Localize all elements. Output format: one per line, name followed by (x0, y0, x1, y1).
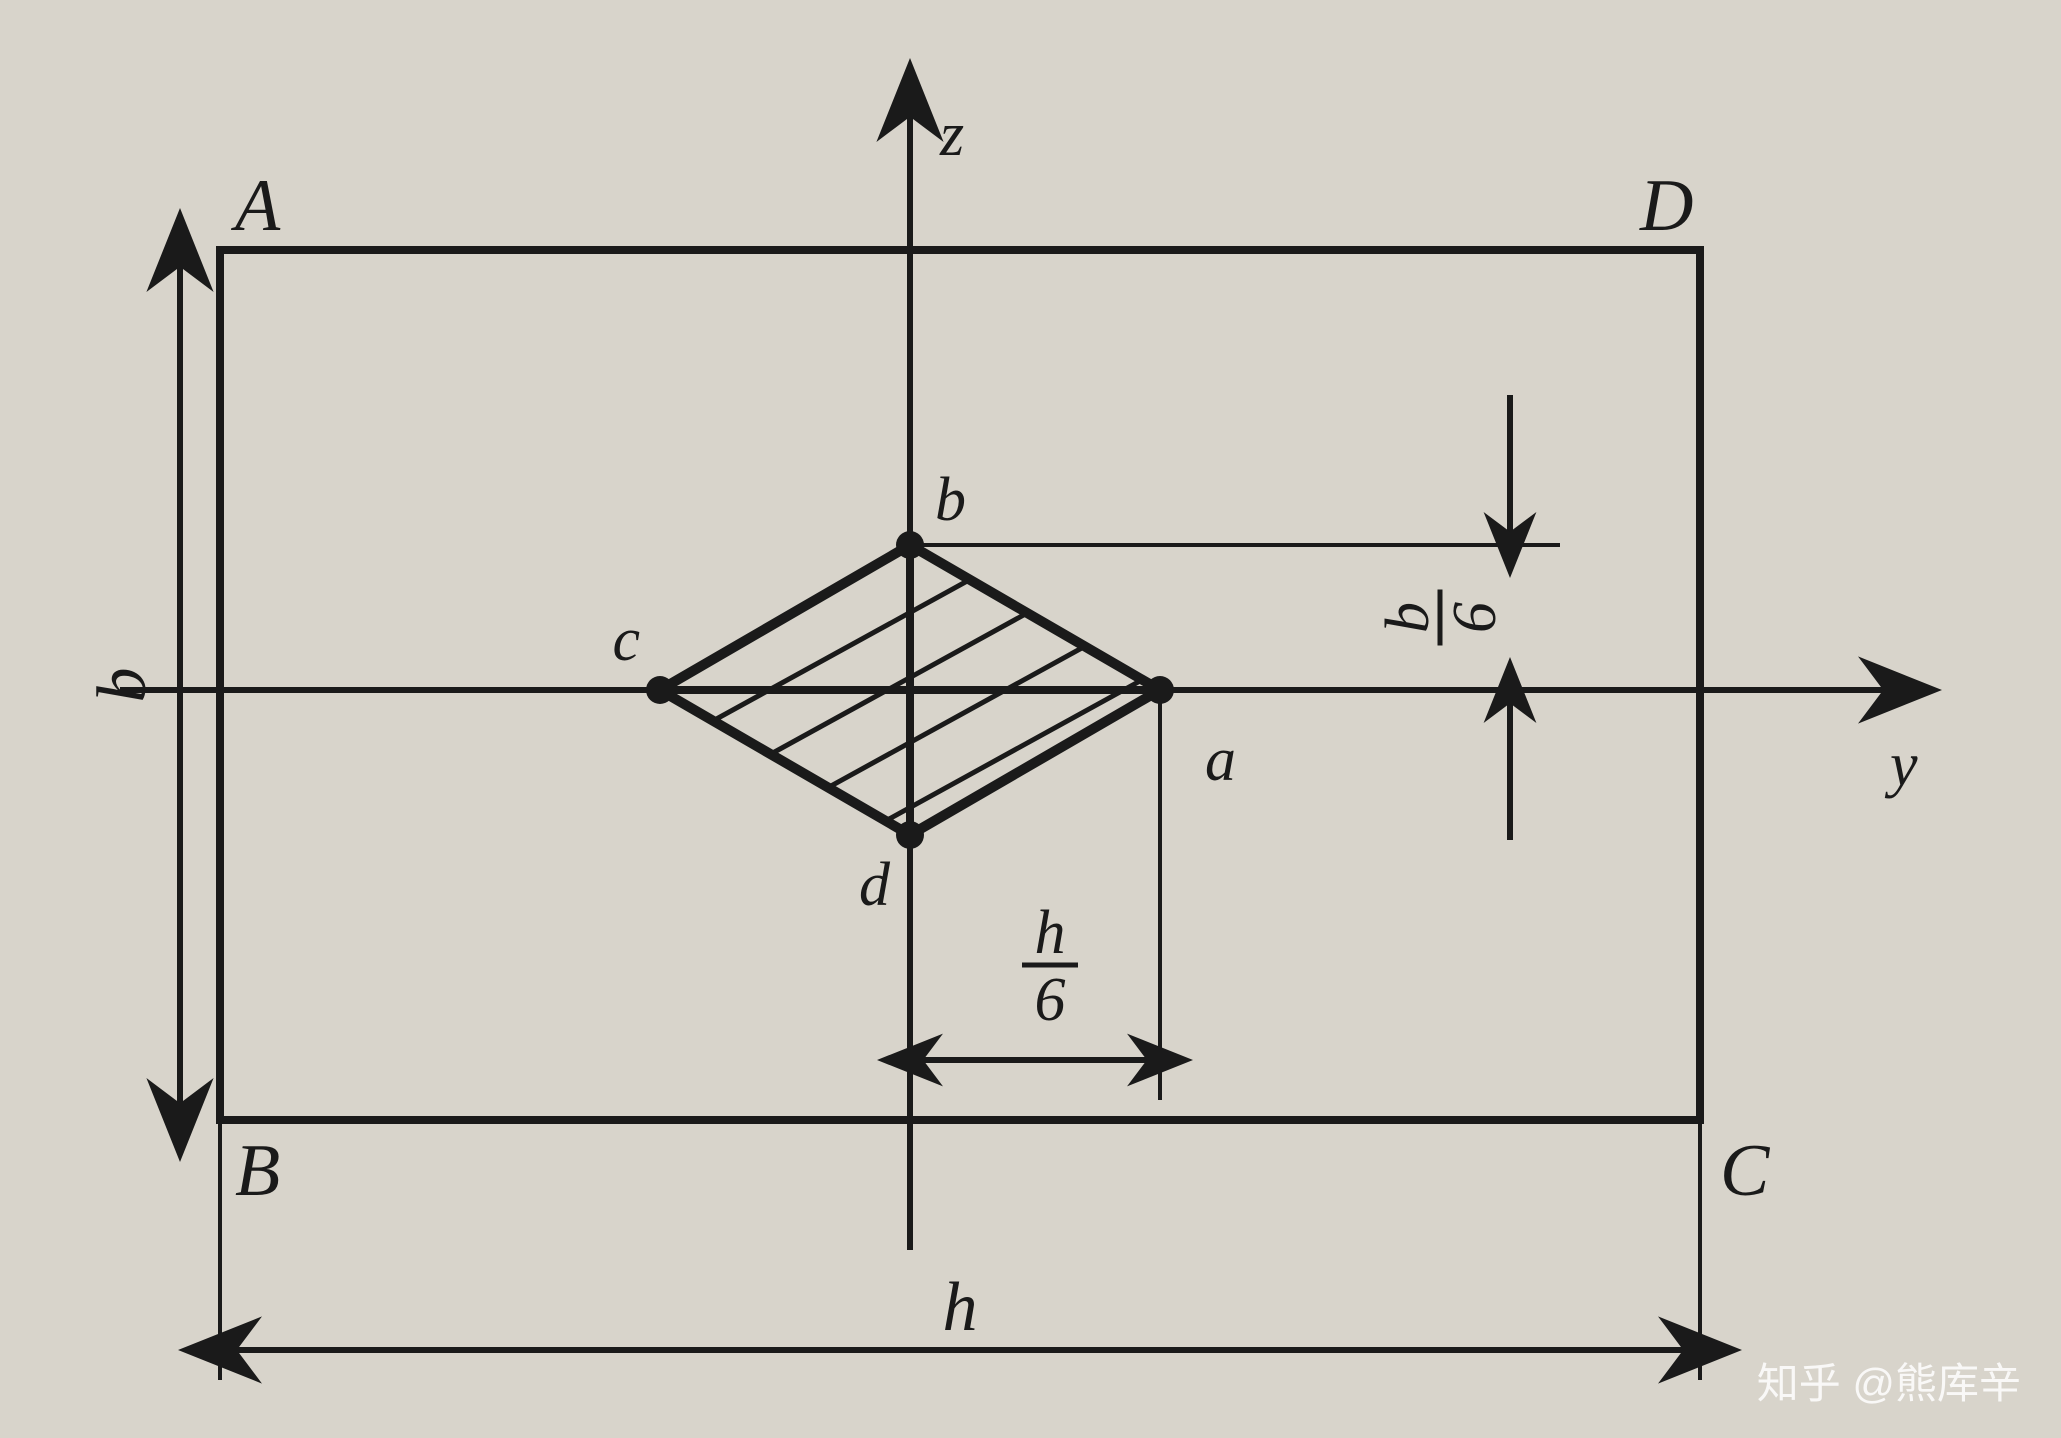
watermark: 知乎 @熊库辛 (1757, 1360, 2021, 1407)
label-D: D (1639, 165, 1693, 247)
label-B: B (235, 1130, 280, 1212)
label-b: b (935, 466, 966, 534)
label-c: c (612, 606, 640, 674)
vertex-dot-c (646, 676, 674, 704)
background (0, 0, 2061, 1438)
dimension-label-b: b (84, 668, 161, 703)
label-a: a (1205, 726, 1236, 794)
axis-label-y: y (1884, 731, 1918, 799)
fraction-b6-numerator: b (1374, 602, 1442, 633)
vertex-dot-d (896, 821, 924, 849)
dimension-label-h: h (943, 1269, 978, 1346)
label-d: d (859, 851, 891, 919)
fraction-h6-denominator: 6 (1035, 966, 1066, 1034)
axis-label-z: z (939, 101, 964, 169)
diagram-svg: A B C D a b c d y z b h b 6 h 6 知乎 @熊库辛 (0, 0, 2061, 1438)
label-C: C (1720, 1130, 1771, 1212)
label-A: A (230, 165, 281, 247)
fraction-h6-numerator: h (1035, 899, 1066, 967)
fraction-b6-denominator: 6 (1441, 602, 1509, 633)
